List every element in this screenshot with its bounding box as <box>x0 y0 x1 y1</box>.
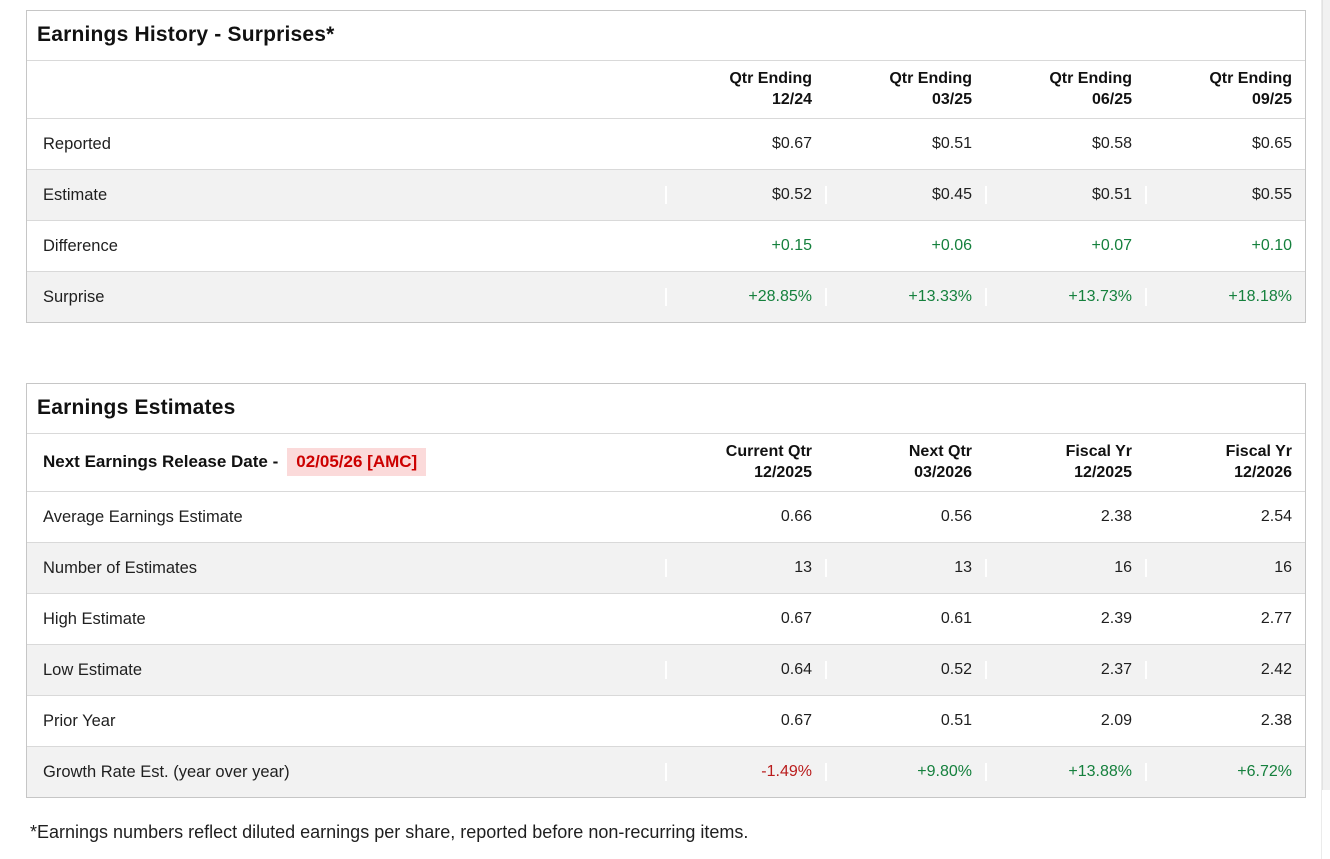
cell-value-positive: +6.72% <box>1145 763 1305 781</box>
cell-value-negative: -1.49% <box>665 763 825 781</box>
row-label: Number of Estimates <box>43 558 198 577</box>
cell-value: 2.37 <box>985 661 1145 679</box>
cell-value: 13 <box>665 559 825 577</box>
table-row-prior-year: Prior Year 0.67 0.51 2.09 2.38 <box>27 695 1305 746</box>
earnings-history-surprises-table: Earnings History - Surprises* Qtr Ending… <box>26 10 1306 323</box>
cell-value: 0.66 <box>665 508 825 526</box>
cell-value: 2.09 <box>985 712 1145 730</box>
column-header-current-qtr: Current Qtr 12/2025 <box>725 443 812 481</box>
cell-value: $0.67 <box>665 135 825 153</box>
cell-value: $0.55 <box>1145 186 1305 204</box>
cell-value-positive: +0.07 <box>985 237 1145 255</box>
table-row-number-of-estimates: Number of Estimates 13 13 16 16 <box>27 542 1305 593</box>
estimates-table-title: Earnings Estimates <box>37 396 236 419</box>
cell-value: 2.38 <box>1145 712 1305 730</box>
cell-value: 0.61 <box>825 610 985 628</box>
table-row-high-estimate: High Estimate 0.67 0.61 2.39 2.77 <box>27 593 1305 644</box>
row-label: Reported <box>43 134 111 153</box>
earnings-footnote: *Earnings numbers reflect diluted earnin… <box>30 822 749 842</box>
cell-value: $0.58 <box>985 135 1145 153</box>
row-label: Estimate <box>43 185 108 204</box>
column-header-fiscal-yr-2026: Fiscal Yr 12/2026 <box>1225 443 1292 481</box>
release-date-badge: 02/05/26 [AMC] <box>287 448 427 476</box>
cell-value-positive: +0.10 <box>1145 237 1305 255</box>
table-row-average-earnings-estimate: Average Earnings Estimate 0.66 0.56 2.38… <box>27 491 1305 542</box>
column-header-next-qtr: Next Qtr 03/2026 <box>908 443 972 481</box>
column-header-fiscal-yr-2025: Fiscal Yr 12/2025 <box>1065 443 1132 481</box>
cell-value-positive: +28.85% <box>665 288 825 306</box>
cell-value: 2.77 <box>1145 610 1305 628</box>
column-header-qtr-06-25: Qtr Ending 06/25 <box>1049 70 1132 108</box>
cell-value: $0.45 <box>825 186 985 204</box>
cell-value: $0.65 <box>1145 135 1305 153</box>
table-row-surprise: Surprise +28.85% +13.33% +13.73% +18.18% <box>27 271 1305 322</box>
cell-value-positive: +0.15 <box>665 237 825 255</box>
cell-value: 2.38 <box>985 508 1145 526</box>
cell-value: 0.52 <box>825 661 985 679</box>
release-date-label: Next Earnings Release Date - <box>43 452 279 471</box>
surprises-table-title: Earnings History - Surprises* <box>37 23 335 46</box>
cell-value-positive: +0.06 <box>825 237 985 255</box>
table-row-difference: Difference +0.15 +0.06 +0.07 +0.10 <box>27 220 1305 271</box>
row-label: Prior Year <box>43 711 116 730</box>
page-content: Earnings History - Surprises* Qtr Ending… <box>26 10 1306 843</box>
table-row-low-estimate: Low Estimate 0.64 0.52 2.37 2.42 <box>27 644 1305 695</box>
column-header-qtr-12-24: Qtr Ending 12/24 <box>729 70 812 108</box>
row-label: Low Estimate <box>43 660 143 679</box>
cell-value: $0.51 <box>985 186 1145 204</box>
row-label: Average Earnings Estimate <box>43 507 243 526</box>
cell-value: $0.52 <box>665 186 825 204</box>
cell-value-positive: +18.18% <box>1145 288 1305 306</box>
column-header-qtr-09-25: Qtr Ending 09/25 <box>1209 70 1292 108</box>
row-label: Difference <box>43 236 118 255</box>
cell-value-positive: +9.80% <box>825 763 985 781</box>
cell-value-positive: +13.73% <box>985 288 1145 306</box>
scrollbar-thumb[interactable] <box>1322 0 1330 790</box>
estimates-header-row: Next Earnings Release Date - 02/05/26 [A… <box>27 433 1305 491</box>
surprises-header-row: Qtr Ending 12/24 Qtr Ending 03/25 Qtr En… <box>27 60 1305 118</box>
cell-value: 0.64 <box>665 661 825 679</box>
earnings-estimates-table: Earnings Estimates Next Earnings Release… <box>26 383 1306 798</box>
cell-value: $0.51 <box>825 135 985 153</box>
cell-value: 0.56 <box>825 508 985 526</box>
cell-value: 2.54 <box>1145 508 1305 526</box>
cell-value-positive: +13.88% <box>985 763 1145 781</box>
row-label: High Estimate <box>43 609 146 628</box>
cell-value-positive: +13.33% <box>825 288 985 306</box>
cell-value: 16 <box>985 559 1145 577</box>
cell-value: 13 <box>825 559 985 577</box>
column-header-qtr-03-25: Qtr Ending 03/25 <box>889 70 972 108</box>
cell-value: 2.39 <box>985 610 1145 628</box>
row-label: Surprise <box>43 287 105 306</box>
row-label: Growth Rate Est. (year over year) <box>43 762 290 781</box>
cell-value: 0.67 <box>665 610 825 628</box>
cell-value: 0.51 <box>825 712 985 730</box>
next-earnings-release: Next Earnings Release Date - 02/05/26 [A… <box>27 448 665 476</box>
cell-value: 0.67 <box>665 712 825 730</box>
table-row-growth-rate-est: Growth Rate Est. (year over year) -1.49%… <box>27 746 1305 797</box>
scrollbar-track[interactable] <box>1321 0 1330 859</box>
table-row-estimate: Estimate $0.52 $0.45 $0.51 $0.55 <box>27 169 1305 220</box>
cell-value: 16 <box>1145 559 1305 577</box>
table-row-reported: Reported $0.67 $0.51 $0.58 $0.65 <box>27 118 1305 169</box>
cell-value: 2.42 <box>1145 661 1305 679</box>
